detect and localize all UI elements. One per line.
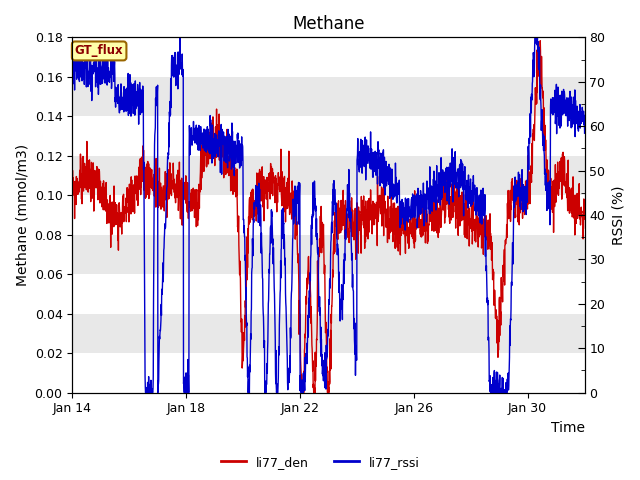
Bar: [72, 77, 584, 116]
Title: Methane: Methane: [292, 15, 365, 33]
Y-axis label: RSSI (%): RSSI (%): [611, 185, 625, 245]
Bar: [72, 156, 584, 195]
Text: Time: Time: [550, 421, 584, 435]
Bar: [72, 235, 584, 274]
Text: GT_flux: GT_flux: [75, 45, 124, 58]
Y-axis label: Methane (mmol/m3): Methane (mmol/m3): [15, 144, 29, 286]
Legend: li77_den, li77_rssi: li77_den, li77_rssi: [216, 451, 424, 474]
Bar: [72, 313, 584, 353]
